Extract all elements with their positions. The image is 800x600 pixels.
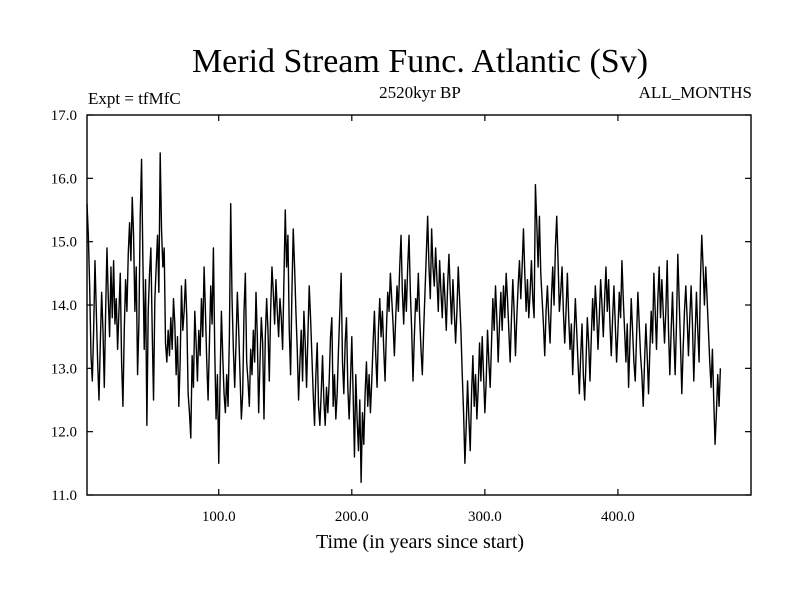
x-tick-label: 200.0 [335,509,369,525]
months-label: ALL_MONTHS [639,83,752,102]
y-tick-label: 16.0 [51,171,77,187]
x-tick-label: 100.0 [202,509,236,525]
chart-title: Merid Stream Func. Atlantic (Sv) [192,43,648,80]
experiment-label: Expt = tfMfC [88,89,181,108]
x-tick-label: 400.0 [601,509,635,525]
y-tick-label: 14.0 [51,298,77,314]
series-line [86,152,722,484]
period-label: 2520kyr BP [379,83,461,102]
x-axis-label: Time (in years since start) [316,531,524,553]
y-axis: 11.0 12.0 13.0 14.0 15.0 16.0 17.0 [51,108,751,504]
plot-frame [86,114,752,496]
y-tick-label: 13.0 [51,361,77,377]
x-tick-label: 300.0 [468,509,502,525]
y-tick-label: 12.0 [51,425,77,441]
y-tick-label: 11.0 [51,488,77,504]
y-tick-label: 17.0 [51,108,77,124]
y-tick-label: 15.0 [51,235,77,251]
x-axis: 100.0 200.0 300.0 400.0 [202,115,635,525]
